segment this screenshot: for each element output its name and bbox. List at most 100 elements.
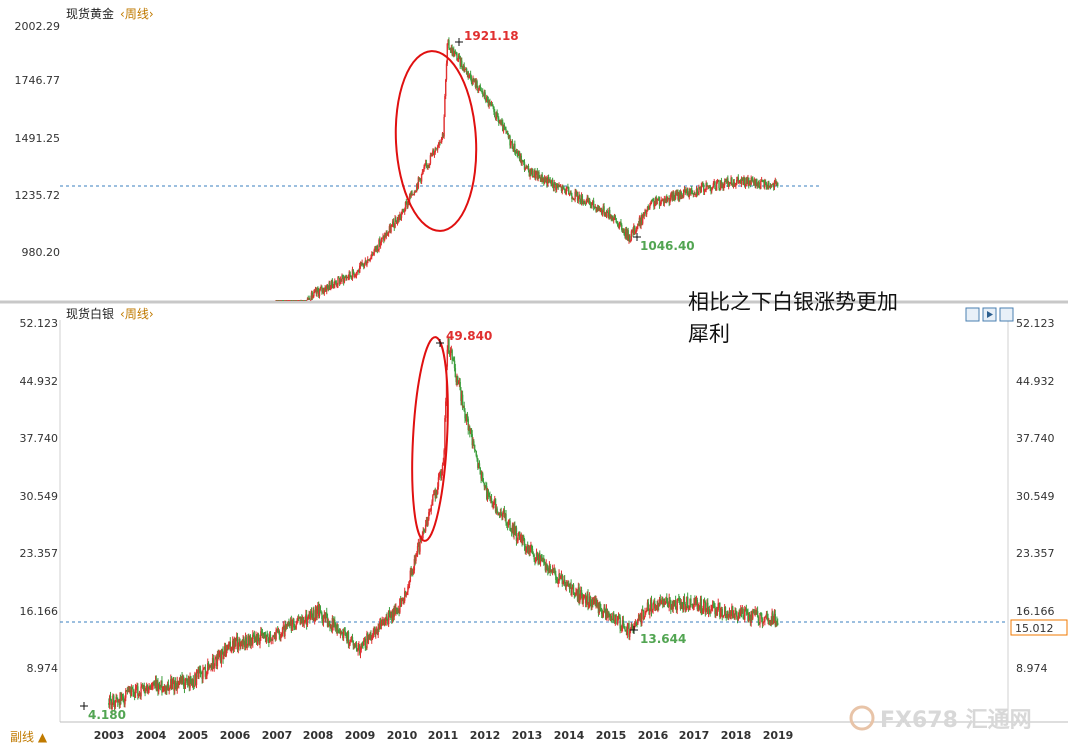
candle-body: [127, 689, 129, 693]
candle-body: [763, 181, 765, 187]
candle-body: [660, 600, 662, 604]
candle-body: [467, 418, 469, 430]
candle-body: [727, 178, 729, 187]
candle-body: [459, 55, 461, 66]
candle-body: [204, 667, 207, 677]
candle-body: [462, 65, 465, 70]
candle-body: [286, 300, 289, 301]
candle-body: [450, 47, 453, 51]
candle-body: [666, 199, 669, 201]
zoom-out-icon[interactable]: [965, 307, 980, 322]
candle-body: [777, 622, 779, 625]
candle-body: [697, 608, 699, 610]
x-tick: 2012: [470, 729, 501, 742]
candle-body: [663, 599, 666, 605]
candle-body: [476, 81, 478, 88]
candle-body: [406, 202, 408, 207]
candle-body: [477, 87, 479, 92]
candle-body: [279, 300, 281, 301]
candle-body: [490, 498, 492, 500]
candle-body: [701, 611, 703, 613]
candle-body: [392, 610, 395, 617]
candle-body: [630, 624, 633, 629]
candle-body: [628, 623, 630, 637]
candle-body: [742, 608, 744, 618]
candle-body: [551, 179, 553, 184]
candle-body: [533, 554, 535, 560]
gold-high-marker: 1921.18: [455, 29, 519, 46]
candle-body: [338, 631, 340, 633]
candle-body: [439, 472, 441, 475]
candle-body: [359, 645, 361, 654]
candle-body: [334, 620, 336, 623]
candle-body: [572, 198, 575, 200]
candle-body: [496, 508, 498, 512]
candle-body: [359, 649, 362, 654]
candle-body: [315, 609, 317, 618]
candle-body: [331, 617, 334, 631]
candle-body: [294, 627, 297, 629]
candle-body: [387, 619, 389, 625]
gold-highlight-circle: [394, 50, 478, 232]
candle-body: [416, 546, 419, 554]
candle-body: [124, 697, 126, 705]
candle-body: [506, 523, 509, 526]
candle-body: [652, 200, 654, 202]
candle-body: [773, 181, 776, 188]
candle-body: [524, 168, 526, 170]
candle-body: [491, 104, 494, 107]
zoom-in-icon[interactable]: [999, 307, 1014, 322]
candle-body: [483, 483, 485, 487]
candle-body: [203, 667, 205, 670]
candle-body: [110, 699, 113, 709]
candle-body: [660, 200, 662, 205]
candle-body: [536, 552, 539, 557]
candle-body: [394, 605, 396, 615]
candle-body: [775, 620, 777, 626]
candle-body: [617, 226, 620, 229]
candle-body: [140, 686, 142, 697]
candle-body: [658, 199, 661, 206]
candle-body: [412, 570, 415, 573]
candle-body: [250, 641, 252, 646]
candle-body: [378, 627, 380, 630]
candle-body: [313, 291, 315, 297]
candle-body: [299, 300, 301, 301]
candle-body: [596, 207, 598, 212]
candle-body: [699, 187, 702, 192]
panel-toolbar[interactable]: [965, 307, 1014, 322]
candle-body: [158, 685, 161, 687]
silver-y-tick: 23.357: [20, 547, 59, 560]
candle-body: [411, 191, 413, 196]
candle-body: [155, 680, 158, 691]
candle-body: [109, 695, 111, 705]
candle-body: [652, 604, 654, 611]
candle-body: [765, 613, 768, 617]
candle-body: [435, 490, 437, 498]
candle-body: [309, 300, 312, 301]
candle-body: [371, 254, 374, 255]
candle-body: [179, 677, 182, 683]
candle-body: [583, 595, 585, 597]
candle-body: [457, 55, 460, 60]
candle-body: [395, 221, 398, 224]
candle-body: [148, 685, 150, 691]
candle-body: [310, 611, 313, 614]
candle-body: [309, 611, 312, 619]
candle-body: [501, 515, 503, 518]
candle-body: [377, 627, 379, 635]
candle-body: [575, 592, 577, 597]
candle-body: [682, 195, 684, 197]
candle-body: [429, 510, 432, 512]
candle-body: [350, 639, 352, 641]
candle-body: [278, 300, 281, 301]
candle-body: [599, 209, 601, 211]
candle-body: [121, 694, 123, 701]
sub-chart-toggle[interactable]: 副线 ▲: [10, 730, 48, 744]
candle-body: [558, 185, 560, 187]
candle-body: [529, 168, 531, 177]
candle-body: [716, 610, 719, 616]
candle-body: [695, 194, 697, 196]
candle-body: [756, 611, 759, 617]
candle-body: [736, 611, 738, 617]
